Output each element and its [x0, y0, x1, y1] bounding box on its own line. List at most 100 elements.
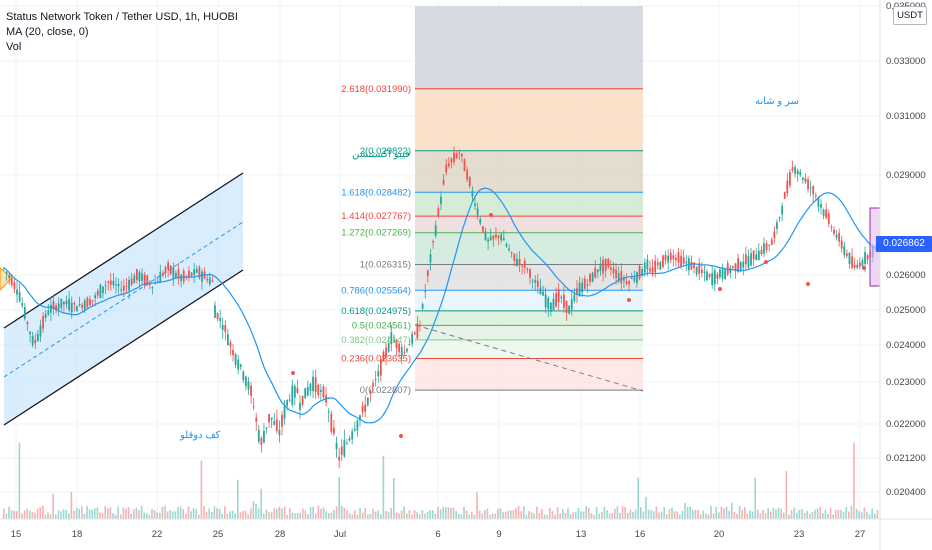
volume-bar — [671, 507, 673, 519]
fib-level-label: 0(0.022807) — [360, 385, 411, 396]
fib-extension-tool[interactable] — [415, 6, 643, 391]
candle-body — [257, 429, 260, 442]
candle-body — [333, 427, 335, 434]
volume-bar — [666, 514, 668, 519]
volume-bar — [117, 506, 119, 519]
price-axis-tick: 0.024000 — [886, 340, 926, 351]
candle-body — [29, 331, 31, 335]
volume-bar — [460, 514, 463, 519]
candle-body — [419, 325, 421, 327]
candle-body — [760, 249, 763, 255]
fib-extension-annotation[interactable]: فیبو اکستنشن — [352, 149, 410, 160]
candle-body — [487, 239, 489, 242]
candle-body — [343, 440, 346, 457]
volume-bar — [291, 512, 294, 519]
volume-bar — [580, 511, 582, 519]
candle-body — [596, 269, 599, 273]
volume-bar — [283, 506, 286, 519]
volume-bar — [278, 506, 281, 519]
candle-body — [278, 430, 281, 436]
chart-legend: Status Network Token / Tether USD, 1h, H… — [6, 10, 238, 55]
candle-body — [489, 236, 492, 241]
ma-indicator-label[interactable]: MA (20, close, 0) — [6, 26, 89, 38]
volume-bar — [788, 514, 790, 519]
candle-body — [120, 289, 123, 291]
volume-bar — [554, 514, 556, 519]
time-axis-tick: 22 — [152, 529, 163, 540]
candle-body — [442, 179, 445, 185]
candle-body — [752, 250, 755, 260]
volume-bar — [81, 506, 83, 519]
volume-bar — [312, 506, 314, 519]
fib-zone — [415, 192, 643, 217]
signal-dot — [718, 287, 722, 291]
volume-bar — [354, 510, 356, 519]
volume-bar — [31, 511, 34, 519]
volume-bar — [174, 511, 177, 519]
volume-bar — [697, 509, 699, 519]
candle-body — [8, 275, 11, 279]
candle-body — [434, 225, 437, 236]
volume-bar — [731, 502, 733, 519]
price-axis-tick: 0.026000 — [886, 270, 926, 281]
volume-bar — [642, 511, 645, 519]
channel-mid-line — [3, 221, 244, 378]
volume-bar — [62, 509, 65, 519]
volume-bar — [445, 507, 447, 519]
volume-bar — [78, 508, 80, 519]
candle-body — [518, 258, 521, 265]
candle-body — [366, 397, 369, 406]
volume-bar — [403, 506, 405, 519]
candle-body — [156, 280, 159, 282]
volume-bar — [647, 509, 650, 519]
candle-body — [403, 351, 406, 353]
volume-bar — [187, 506, 190, 519]
volume-bar — [133, 509, 135, 519]
volume-bar — [416, 512, 418, 519]
volume-bar — [749, 510, 751, 519]
dashed-trend-line[interactable] — [414, 324, 644, 392]
volume-bar — [135, 507, 138, 519]
volume-bar — [603, 506, 606, 519]
volume-bar — [767, 508, 769, 519]
candle-body — [250, 385, 252, 397]
candle-body — [296, 387, 299, 393]
parallel-channel[interactable] — [3, 172, 244, 426]
candle-body — [471, 190, 474, 197]
volume-bar — [637, 477, 639, 519]
candle-body — [387, 343, 390, 352]
volume-bar — [502, 512, 504, 519]
price-axis-tick: 0.022000 — [886, 419, 926, 430]
time-axis-tick: 25 — [213, 529, 224, 540]
candle-body — [807, 179, 809, 190]
candlestick-series — [3, 146, 877, 469]
volume-bar — [260, 488, 262, 519]
head-shoulders-annotation[interactable]: سر و شانه — [755, 96, 799, 107]
symbol-title[interactable]: Status Network Token / Tether USD, 1h, H… — [6, 11, 238, 23]
candle-body — [135, 269, 138, 281]
currency-label[interactable]: USDT — [893, 6, 927, 25]
candle-body — [16, 289, 18, 295]
time-axis[interactable]: 15 18 22 25 28 Jul 6 9 13 16 20 23 27 — [11, 529, 866, 540]
candle-body — [669, 252, 672, 260]
volume-bar — [322, 507, 325, 519]
volume-indicator-label[interactable]: Vol — [6, 41, 22, 53]
candle-body — [708, 274, 711, 277]
volume-bar — [8, 506, 10, 519]
volume-bar — [138, 510, 140, 519]
candle-body — [848, 252, 851, 264]
candle-body — [83, 300, 86, 311]
volume-bar — [692, 510, 694, 519]
fib-labels: 2.618(0.031990) 2(0.029822) 1.618(0.028482… — [341, 84, 411, 396]
candle-body — [716, 274, 719, 279]
double-bottom-annotation[interactable]: کف دوقلو — [180, 430, 221, 441]
candle-body — [851, 256, 853, 268]
time-axis-tick: 20 — [714, 529, 725, 540]
volume-bar — [328, 513, 330, 519]
candle-body — [763, 243, 765, 254]
volume-bar — [21, 513, 23, 519]
candle-body — [117, 283, 120, 287]
candle-body — [513, 253, 516, 261]
volume-bar — [827, 513, 829, 519]
